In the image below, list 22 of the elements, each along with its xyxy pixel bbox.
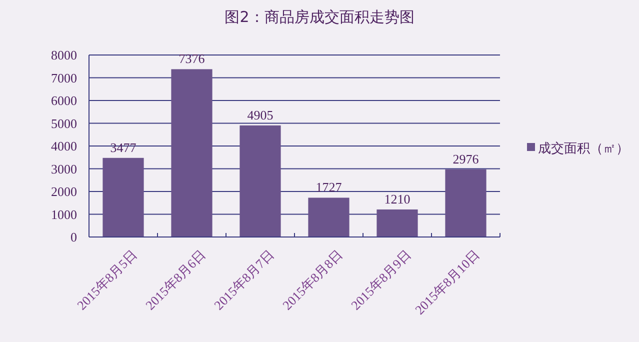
bar [102, 158, 144, 237]
legend-label: 成交面积（㎡） [538, 140, 629, 157]
bar [445, 169, 486, 237]
y-tick-label: 5000 [51, 116, 77, 131]
data-label: 1727 [316, 180, 342, 195]
bar [376, 209, 418, 237]
y-tick-label: 3000 [51, 161, 77, 176]
data-label: 2976 [452, 151, 480, 166]
bar [240, 125, 281, 237]
y-tick-label: 6000 [51, 93, 77, 108]
data-label: 7376 [178, 51, 206, 66]
bar [171, 69, 212, 237]
y-tick-label: 7000 [51, 70, 77, 86]
y-tick-label: 0 [70, 230, 77, 245]
y-tick-label: 1000 [51, 206, 77, 222]
chart-title: 图2：商品房成交面积走势图 [224, 8, 414, 26]
data-label: 1210 [384, 191, 410, 206]
y-tick-label: 8000 [51, 48, 77, 63]
y-tick-label: 2000 [51, 184, 77, 200]
bar [308, 198, 350, 237]
y-tick-label: 4000 [51, 138, 77, 154]
data-label: 4905 [247, 107, 274, 122]
